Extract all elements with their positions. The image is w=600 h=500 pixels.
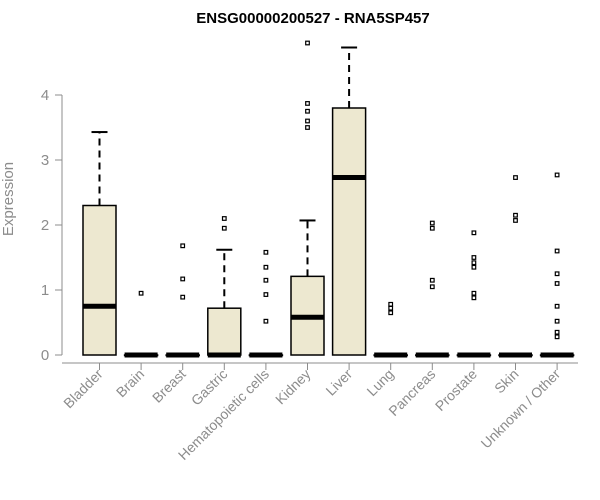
x-tick-label: Breast [149,366,189,406]
outlier-point [554,318,560,324]
outlier-point [305,125,310,130]
box-iqr [207,307,242,356]
x-tick-label: Prostate [432,366,480,414]
x-tick-label: Kidney [272,366,314,408]
x-tick-label: Brain [113,366,147,400]
outlier-point [471,260,477,266]
outlier-point [180,243,186,249]
box-pancreas [415,220,450,358]
outlier-point [554,303,560,309]
y-tick-label: 1 [41,282,49,299]
outlier-point [305,118,310,124]
box-liver [331,46,367,356]
outlier-point [305,108,310,114]
y-axis: 0 1 2 3 4 [41,87,63,364]
y-tick-label: 3 [41,152,49,169]
box-hematopoietic-cells [248,249,284,358]
x-tick-label: Lung [363,366,396,399]
outlier-point [263,264,269,270]
x-axis [62,362,578,370]
outlier-point [221,225,227,231]
box-unknown-other [539,172,575,358]
outlier-point [388,301,394,307]
box-brain [123,290,159,358]
chart-title: ENSG00000200527 - RNA5SP457 [196,10,429,27]
x-tick-label: Bladder [60,366,106,412]
box-breast [165,243,200,358]
x-tick-label: Liver [322,366,355,399]
x-tick-label: Unknown / Other [478,366,564,452]
y-axis-label: Expression [0,162,17,236]
box-iqr [82,204,117,356]
outlier-point [429,225,435,231]
outlier-point [429,284,435,290]
outlier-point [471,290,477,296]
outlier-point [263,318,269,324]
y-tick-label: 2 [41,217,49,234]
outlier-point [554,334,560,340]
outlier-point [554,248,560,254]
box-lung [373,301,408,358]
outlier-point [471,295,477,301]
box-kidney [290,40,325,356]
box-series [82,40,575,358]
outlier-point [471,255,477,260]
outlier-point [388,310,394,316]
y-tick-label: 4 [41,87,49,104]
outlier-point [263,277,269,283]
outlier-point [180,294,186,300]
outlier-point [554,172,560,178]
box-gastric [207,216,242,358]
box-bladder [82,131,117,356]
y-tick-label: 0 [41,347,49,364]
outlier-point [554,329,560,335]
outlier-point [221,216,227,221]
outlier-point [305,40,310,46]
outlier-point [554,281,560,286]
outlier-point [471,264,477,270]
outlier-point [513,218,518,223]
outlier-point [138,290,144,296]
outlier-point [263,292,269,297]
outlier-point [388,305,394,311]
outlier-point [513,212,518,218]
outlier-point [513,175,518,180]
outlier-point [263,249,269,255]
outlier-point [180,276,186,282]
box-prostate [456,230,492,358]
outlier-point [305,101,310,106]
outlier-point [554,271,560,277]
box-iqr [331,107,367,356]
box-skin [498,175,533,358]
outlier-point [429,220,435,226]
x-tick-label: Skin [491,366,522,397]
outlier-point [429,277,435,283]
outlier-point [471,230,477,236]
